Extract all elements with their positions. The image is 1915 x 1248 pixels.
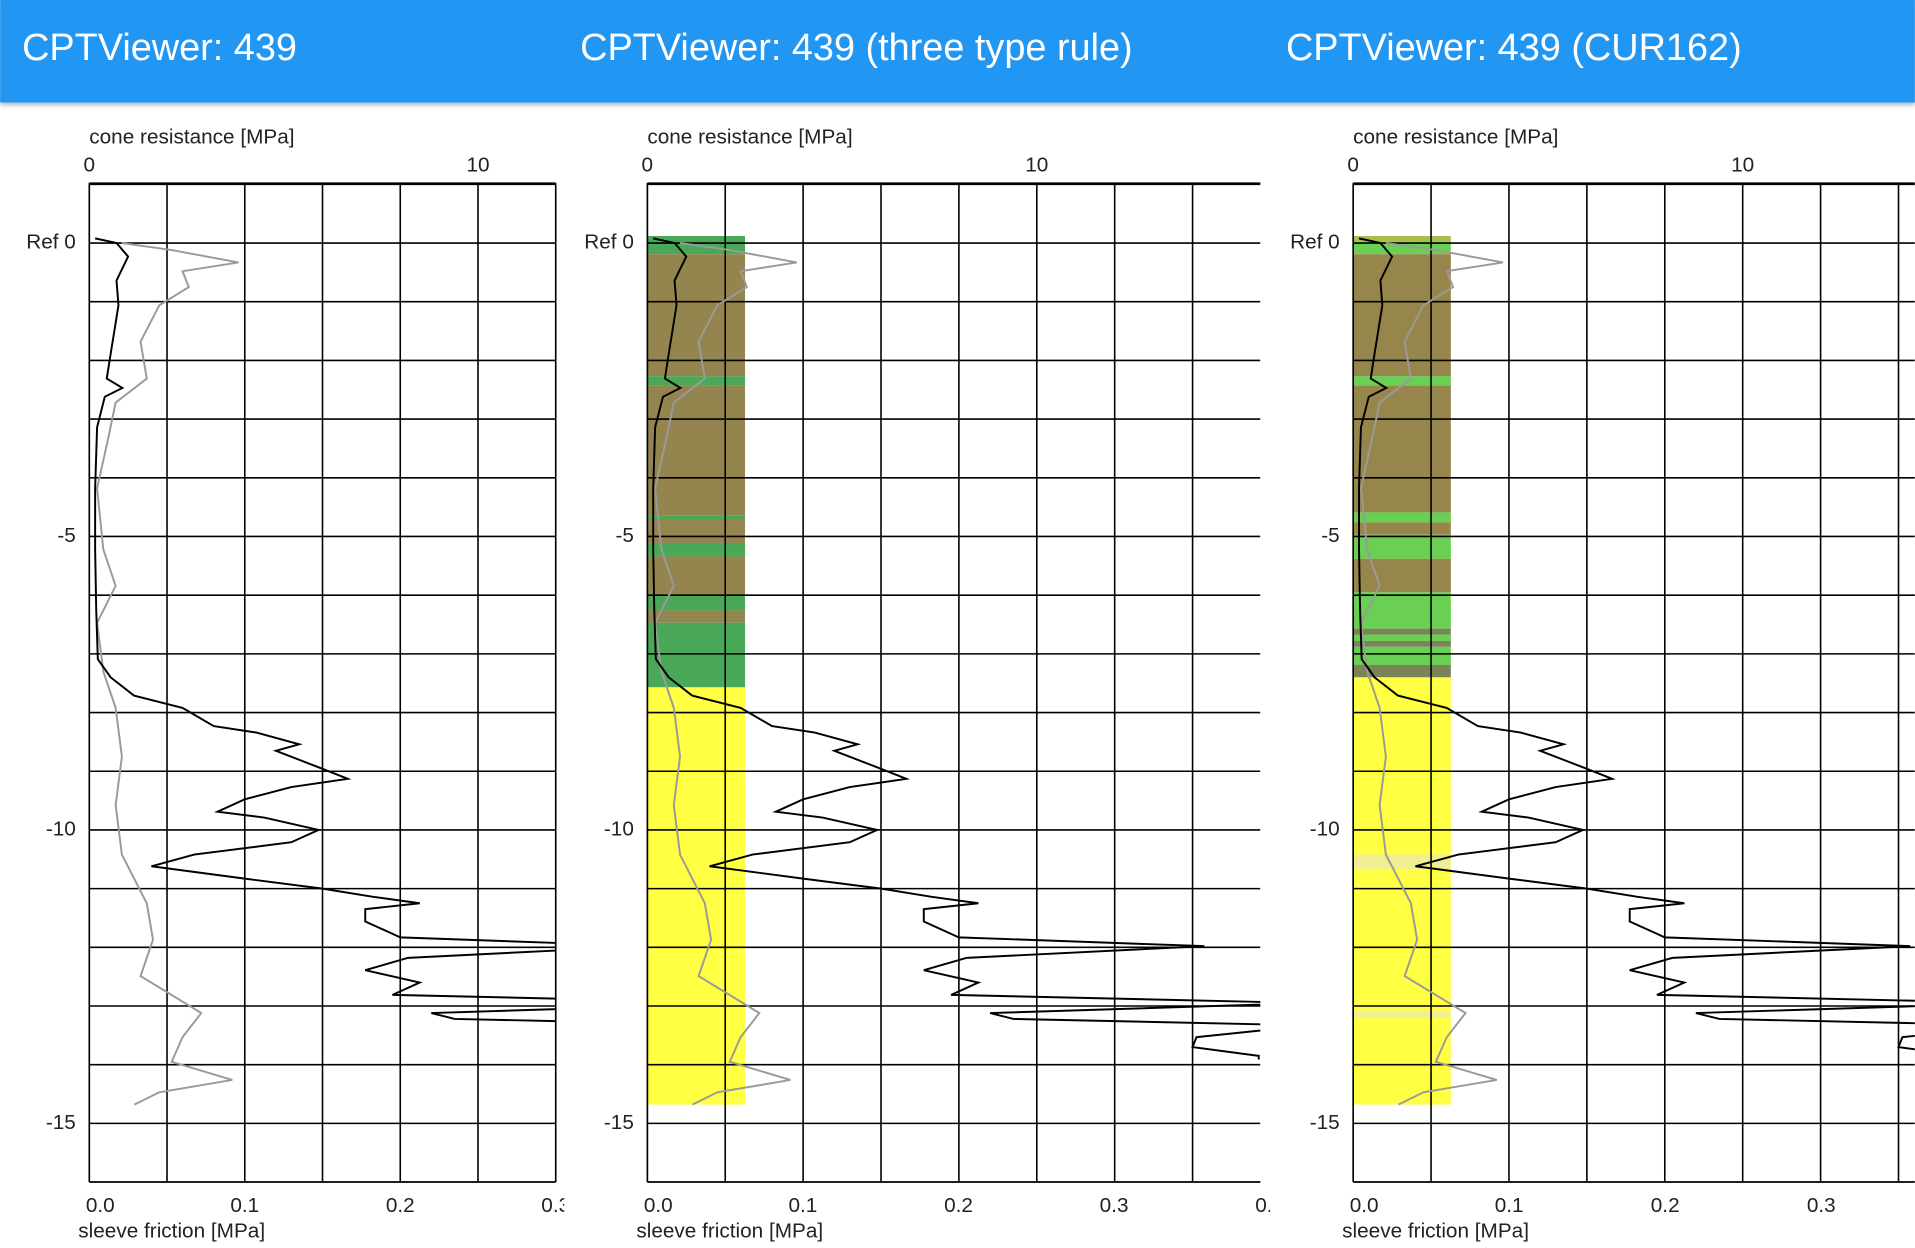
soil-layer — [647, 556, 746, 596]
x-tick-label: 0.4 — [1255, 1194, 1284, 1217]
x-tick-label: 0.0 — [1350, 1194, 1379, 1217]
x-tick-label: 0.1 — [788, 1194, 817, 1217]
soil-layer — [1353, 558, 1451, 593]
soil-layer — [1353, 665, 1451, 678]
y-tick-label: -5 — [615, 524, 633, 547]
y-tick-label: -10 — [1310, 817, 1340, 840]
x-tick-label: 0.3 — [541, 1194, 570, 1217]
x-tick-label: 0.0 — [86, 1194, 115, 1217]
x-tick-label: 0.1 — [1495, 1194, 1524, 1217]
y-tick-label: -15 — [604, 1111, 634, 1134]
soil-layer — [1353, 854, 1451, 870]
x-tick-label: 0.3 — [1100, 1194, 1129, 1217]
cpt-panel: cone resistance [MPa] 0 10 0.0 0.1 0.2 0.3 0.4 s… — [584, 125, 1284, 1243]
soil-layer — [647, 515, 746, 521]
plot-area — [647, 183, 1261, 1183]
soil-layer — [1353, 640, 1451, 647]
soil-layer — [1353, 512, 1451, 523]
x-tick-label: 0.1 — [230, 1194, 259, 1217]
soil-layer — [1353, 385, 1451, 513]
axis-label: sleeve friction [MPa] — [78, 1220, 265, 1243]
x-tick-label: 10 — [1731, 154, 1754, 177]
x-tick-label: 0 — [1347, 154, 1359, 177]
cone-resistance-curve — [94, 237, 556, 1023]
y-tick-label: -5 — [57, 524, 75, 547]
sleeve-friction-curve — [1359, 242, 1504, 1106]
y-tick-label: -15 — [46, 1111, 76, 1134]
y-tick-label: Ref 0 — [1290, 231, 1340, 254]
y-tick-label: -10 — [604, 817, 634, 840]
soil-layer — [647, 385, 746, 516]
soil-layer — [1353, 592, 1451, 629]
app-bar — [0, 0, 1915, 103]
x-tick-label: 10 — [1025, 154, 1048, 177]
panel-title: CPTViewer: 439 (three type rule) — [580, 27, 1132, 69]
cpt-panel: cone resistance [MPa] 0 10 0.0 0.1 0.2 0.3 slee… — [26, 125, 570, 1243]
y-tick-label: -5 — [1321, 524, 1339, 547]
soil-layer — [1353, 677, 1451, 855]
soil-layer — [647, 376, 746, 386]
x-tick-label: 0 — [642, 154, 654, 177]
x-tick-label: 0.2 — [1651, 1194, 1680, 1217]
soil-layer — [647, 254, 746, 377]
x-tick-label: 0.2 — [944, 1194, 973, 1217]
panel-title: CPTViewer: 439 — [22, 27, 297, 69]
x-tick-label: 0 — [83, 154, 95, 177]
soil-layer — [647, 542, 746, 557]
y-tick-label: Ref 0 — [26, 231, 76, 254]
x-tick-label: 10 — [466, 154, 489, 177]
y-tick-label: -15 — [1310, 1111, 1340, 1134]
cpt-panel: cone resistance [MPa] 0 10 0.0 0.1 0.2 0.3 slee… — [1290, 125, 1915, 1243]
panel-title: CPTViewer: 439 (CUR162) — [1286, 27, 1742, 69]
soil-layer — [647, 610, 746, 623]
soil-layer — [1353, 1010, 1451, 1018]
x-tick-label: 0.3 — [1807, 1194, 1836, 1217]
soil-layer — [1353, 634, 1451, 641]
soil-layer — [647, 595, 746, 611]
axis-label: cone resistance [MPa] — [89, 125, 294, 148]
x-tick-label: 0.2 — [386, 1194, 415, 1217]
cone-resistance-curve — [652, 237, 1261, 1060]
soil-layer — [647, 687, 746, 1105]
sleeve-friction-curve — [654, 242, 797, 1106]
soil-layer — [1353, 254, 1451, 377]
axis-label: sleeve friction [MPa] — [636, 1220, 823, 1243]
soil-layer — [1353, 628, 1451, 635]
x-tick-label: 0.0 — [644, 1194, 673, 1217]
soil-layer — [1353, 869, 1451, 1011]
soil-layer — [1353, 646, 1451, 666]
soil-layer — [647, 622, 746, 688]
soil-layer — [647, 520, 746, 543]
y-tick-label: Ref 0 — [584, 231, 634, 254]
soil-layer — [1353, 241, 1451, 255]
axis-label: cone resistance [MPa] — [647, 125, 852, 148]
axis-label: sleeve friction [MPa] — [1342, 1220, 1529, 1243]
soil-layer — [1353, 235, 1451, 242]
soil-layer — [1353, 376, 1451, 386]
cone-resistance-curve — [1358, 237, 1915, 1051]
y-tick-label: -10 — [46, 817, 76, 840]
axis-label: cone resistance [MPa] — [1353, 125, 1558, 148]
sleeve-friction-curve — [96, 242, 239, 1106]
plot-area — [1353, 183, 1915, 1183]
plot-area — [89, 183, 556, 1183]
soil-layer — [1353, 522, 1451, 535]
